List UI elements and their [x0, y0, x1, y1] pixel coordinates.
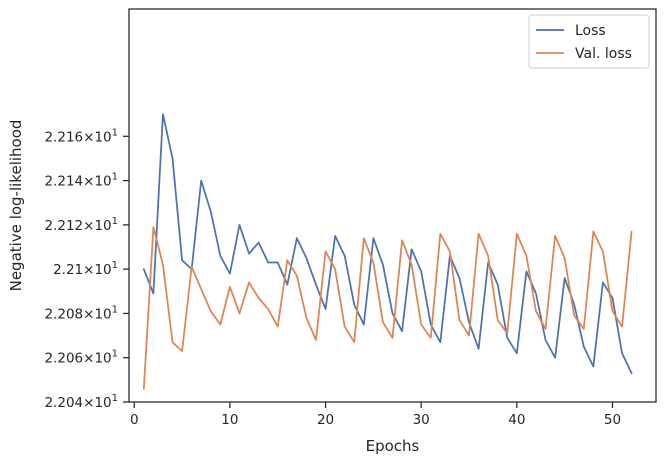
y-tick-times: ×	[83, 351, 94, 367]
y-tick-mantissa: 2.212	[44, 218, 83, 234]
y-tick-base: 10	[94, 129, 111, 145]
y-tick-exponent: 1	[112, 349, 118, 360]
y-tick-label: 2.216×101	[44, 127, 118, 145]
y-tick-mantissa: 2.216	[44, 129, 83, 145]
y-tick-base: 10	[94, 262, 111, 278]
y-tick-base: 10	[94, 306, 111, 322]
legend: Loss Val. loss	[528, 14, 650, 69]
series-line-val-loss	[142, 226, 633, 390]
y-tick-mantissa: 2.21	[53, 262, 83, 278]
legend-label-val-loss: Val. loss	[575, 46, 632, 62]
y-tick-mantissa: 2.208	[44, 306, 83, 322]
legend-label-loss: Loss	[575, 23, 606, 39]
plot-frame	[128, 8, 657, 403]
y-tick-times: ×	[83, 129, 94, 145]
y-tick-exponent: 1	[112, 393, 118, 404]
x-tick-label: 10	[221, 412, 238, 428]
y-tick-times: ×	[83, 395, 94, 411]
y-tick-base: 10	[94, 174, 111, 190]
y-tick-mantissa: 2.214	[44, 174, 83, 190]
series-line-loss	[142, 113, 633, 375]
x-tick-label: 50	[604, 412, 621, 428]
y-tick-times: ×	[83, 262, 94, 278]
y-tick-times: ×	[83, 306, 94, 322]
legend-box	[528, 14, 650, 69]
y-tick-exponent: 1	[112, 304, 118, 315]
y-tick-times: ×	[83, 174, 94, 190]
y-tick-exponent: 1	[112, 172, 118, 183]
x-tick-label: 30	[413, 412, 430, 428]
y-tick-base: 10	[94, 351, 111, 367]
y-tick-label: 2.204×101	[44, 393, 118, 411]
y-tick-exponent: 1	[112, 260, 118, 271]
ticks-layer: 0 10 20 30 40 502.204×1012.206×1012.208×1012.…	[44, 127, 621, 428]
x-tick-label: 20	[317, 412, 334, 428]
y-tick-label: 2.212×101	[44, 216, 118, 234]
y-tick-base: 10	[94, 218, 111, 234]
y-tick-exponent: 1	[112, 127, 118, 138]
y-tick-label: 2.214×101	[44, 172, 118, 190]
x-tick-label: 0	[130, 412, 139, 428]
y-tick-label: 2.208×101	[44, 304, 118, 322]
y-tick-label: 2.21×101	[53, 260, 118, 278]
y-tick-times: ×	[83, 218, 94, 234]
y-tick-exponent: 1	[112, 216, 118, 227]
y-axis-label: Negative log-likelihood	[7, 120, 25, 292]
series-layer	[142, 113, 633, 390]
x-axis-label: Epochs	[366, 437, 420, 455]
y-tick-mantissa: 2.206	[44, 351, 83, 367]
y-tick-base: 10	[94, 395, 111, 411]
x-tick-label: 40	[508, 412, 525, 428]
y-tick-mantissa: 2.204	[44, 395, 83, 411]
y-tick-label: 2.206×101	[44, 349, 118, 367]
